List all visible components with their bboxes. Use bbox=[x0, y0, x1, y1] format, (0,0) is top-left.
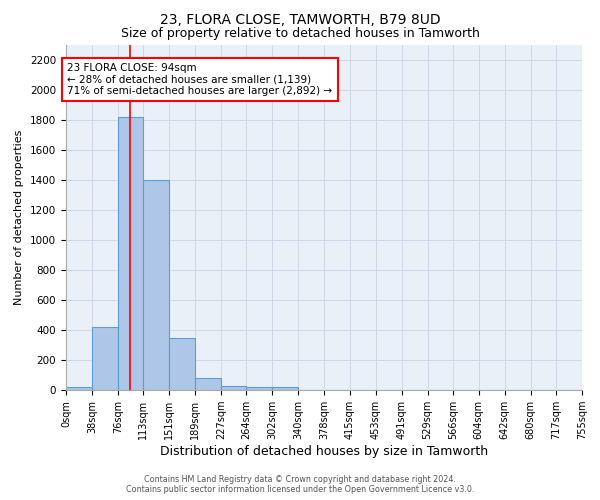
Text: Size of property relative to detached houses in Tamworth: Size of property relative to detached ho… bbox=[121, 28, 479, 40]
Y-axis label: Number of detached properties: Number of detached properties bbox=[14, 130, 25, 305]
Text: 23, FLORA CLOSE, TAMWORTH, B79 8UD: 23, FLORA CLOSE, TAMWORTH, B79 8UD bbox=[160, 12, 440, 26]
Bar bbox=[143, 180, 169, 390]
X-axis label: Distribution of detached houses by size in Tamworth: Distribution of detached houses by size … bbox=[160, 445, 488, 458]
Bar bbox=[272, 387, 298, 390]
Bar bbox=[169, 338, 195, 390]
Bar bbox=[221, 386, 247, 390]
Bar bbox=[247, 387, 272, 390]
Bar bbox=[92, 327, 118, 390]
Bar bbox=[66, 387, 92, 390]
Text: Contains HM Land Registry data © Crown copyright and database right 2024.
Contai: Contains HM Land Registry data © Crown c… bbox=[126, 474, 474, 494]
Bar bbox=[118, 117, 143, 390]
Bar bbox=[195, 378, 221, 390]
Text: 23 FLORA CLOSE: 94sqm
← 28% of detached houses are smaller (1,139)
71% of semi-d: 23 FLORA CLOSE: 94sqm ← 28% of detached … bbox=[67, 63, 332, 96]
